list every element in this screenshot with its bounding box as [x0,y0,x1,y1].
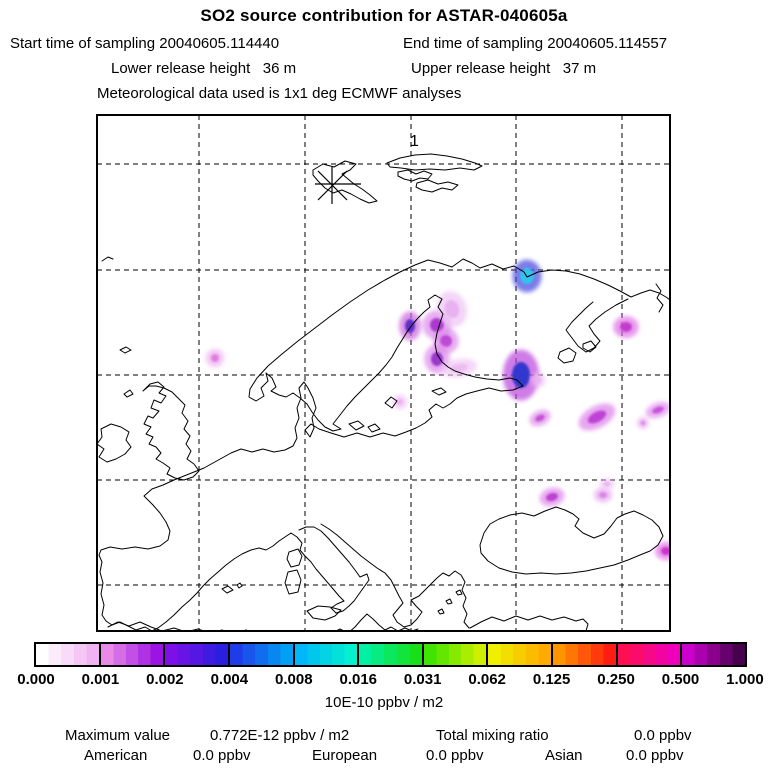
island-sardinia [284,569,302,595]
colorbar-tick-label: 0.004 [210,671,249,688]
colorbar-tick-label: 0.001 [81,671,120,688]
colorbar-ticks: 0.000 0.001 0.002 0.004 0.008 0.016 0.031 0.062… [0,671,768,689]
islands-aegean [437,589,463,615]
island-oland [431,387,447,396]
colorbar-tick-label: 0.250 [597,671,635,688]
colorbar-segment [227,644,293,665]
coastline-scandinavia-baltic-continent [98,258,632,631]
start-time-text: Start time of sampling 20040605.114440 [10,35,280,52]
page-title: SO2 source contribution for ASTAR-040605… [200,6,568,25]
colorbar-tick-label: 0.031 [403,671,442,688]
island-sicily [306,605,342,621]
trajectory-time-label: 1 [410,133,419,150]
coastline-jan-mayen [101,256,114,262]
island-gotland [384,396,398,409]
colorbar-segment [421,644,487,665]
colorbar-segment [551,644,616,665]
colorbar-tick-label: 0.000 [17,671,55,688]
coastline-russia-east [630,289,670,301]
source-european-value: 0.0 ppbv [426,747,484,764]
island-corsica [286,548,303,568]
colorbar-tick-label: 0.062 [468,671,506,688]
colorbar [34,642,747,667]
end-time-text: End time of sampling 20040605.114557 [403,35,668,52]
colorbar-segment [615,644,681,665]
upper-release-text: Upper release height 37 m [411,60,597,77]
coastline-great-britain [142,381,200,481]
colorbar-segment [680,644,746,665]
total-mixing-ratio-label: Total mixing ratio [436,727,549,744]
maximum-value-label: Maximum value [65,727,171,744]
coastline-edgeoya [397,169,433,182]
colorbar-segment [292,644,358,665]
source-asian-value: 0.0 ppbv [626,747,684,764]
colorbar-units-label: 10E-10 ppbv / m2 [324,694,444,711]
colorbar-segment [163,644,228,665]
colorbar-tick-label: 1.000 [726,671,764,688]
coastlines [97,153,670,631]
map-frame [96,114,671,632]
coastline-adriatic-greece [320,523,470,629]
coastline-black-sea [479,506,664,575]
coastline-white-sea [565,298,629,353]
colorbar-segment [357,644,422,665]
coastline-kanin [655,283,664,313]
maximum-value: 0.772E-12 ppbv / m2 [210,727,350,744]
source-asian-label: Asian [545,747,583,764]
concentration-spots [205,259,670,561]
coastline-hebrides [123,389,134,398]
colorbar-tick-label: 0.500 [661,671,700,688]
coastline-turkey-north [469,615,589,631]
colorbar-segment [98,644,164,665]
lat-lon-grid [97,115,670,631]
colorbar-tick-label: 0.125 [532,671,571,688]
colorbar-segment [486,644,552,665]
release-point-star [315,167,361,204]
total-mixing-ratio-value: 0.0 ppbv [634,727,692,744]
danish-islands [348,420,381,433]
met-data-text: Meteorological data used is 1x1 deg ECMW… [97,85,462,102]
coastline-spitsbergen [312,160,378,204]
colorbar-tick-label: 0.016 [339,671,378,688]
lake-onega [582,340,597,353]
coastline-barentsoya [415,179,459,193]
coastline-nordaustlandet [386,153,483,171]
colorbar-tick-label: 0.008 [275,671,313,688]
coastline-ireland [97,423,132,463]
lower-release-text: Lower release height 36 m [111,60,297,77]
source-american-label: American [84,747,148,764]
source-american-value: 0.0 ppbv [193,747,251,764]
coastline-faroe [119,346,132,354]
colorbar-tick-label: 0.002 [146,671,184,688]
source-european-label: European [312,747,378,764]
lake-ladoga [557,347,577,364]
colorbar-segment [36,644,99,665]
islands-balearic [221,582,243,594]
